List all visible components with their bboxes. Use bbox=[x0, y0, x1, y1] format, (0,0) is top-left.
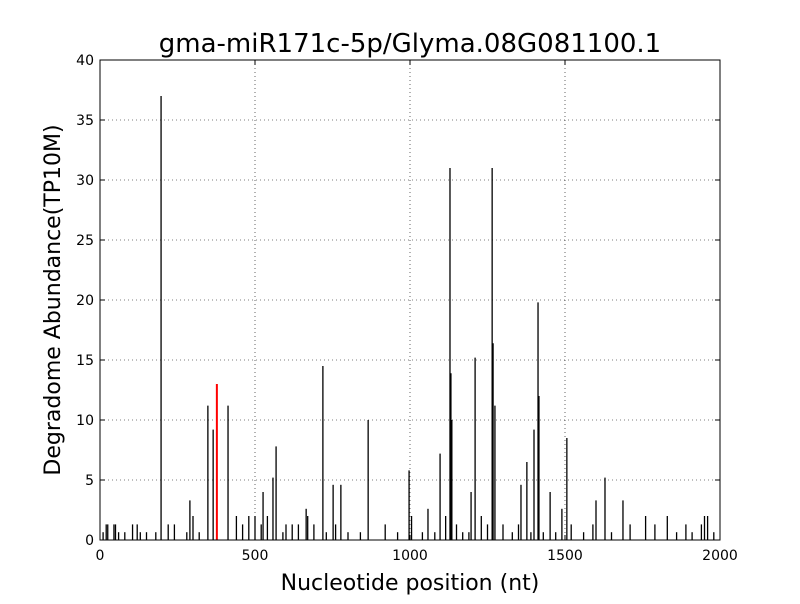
x-tick-label: 1500 bbox=[547, 548, 583, 564]
y-axis-label: Degradome Abundance(TP10M) bbox=[41, 124, 66, 475]
y-tick-label: 10 bbox=[76, 413, 94, 429]
y-tick-label: 0 bbox=[85, 533, 94, 549]
x-axis-label: Nucleotide position (nt) bbox=[281, 571, 540, 596]
y-tick-label: 15 bbox=[76, 353, 94, 369]
plot-frame bbox=[99, 59, 721, 541]
x-tick-label: 2000 bbox=[702, 548, 738, 564]
y-tick-label: 20 bbox=[76, 293, 94, 309]
y-tick-label: 25 bbox=[76, 233, 94, 249]
y-tick-label: 30 bbox=[76, 173, 94, 189]
y-tick-label: 35 bbox=[76, 113, 94, 129]
chart-title: gma-miR171c-5p/Glyma.08G081100.1 bbox=[159, 29, 661, 59]
y-tick-label: 40 bbox=[76, 53, 94, 69]
x-tick-label: 500 bbox=[242, 548, 269, 564]
x-tick-label: 1000 bbox=[392, 548, 428, 564]
x-tick-label: 0 bbox=[96, 548, 105, 564]
y-tick-label: 5 bbox=[85, 473, 94, 489]
